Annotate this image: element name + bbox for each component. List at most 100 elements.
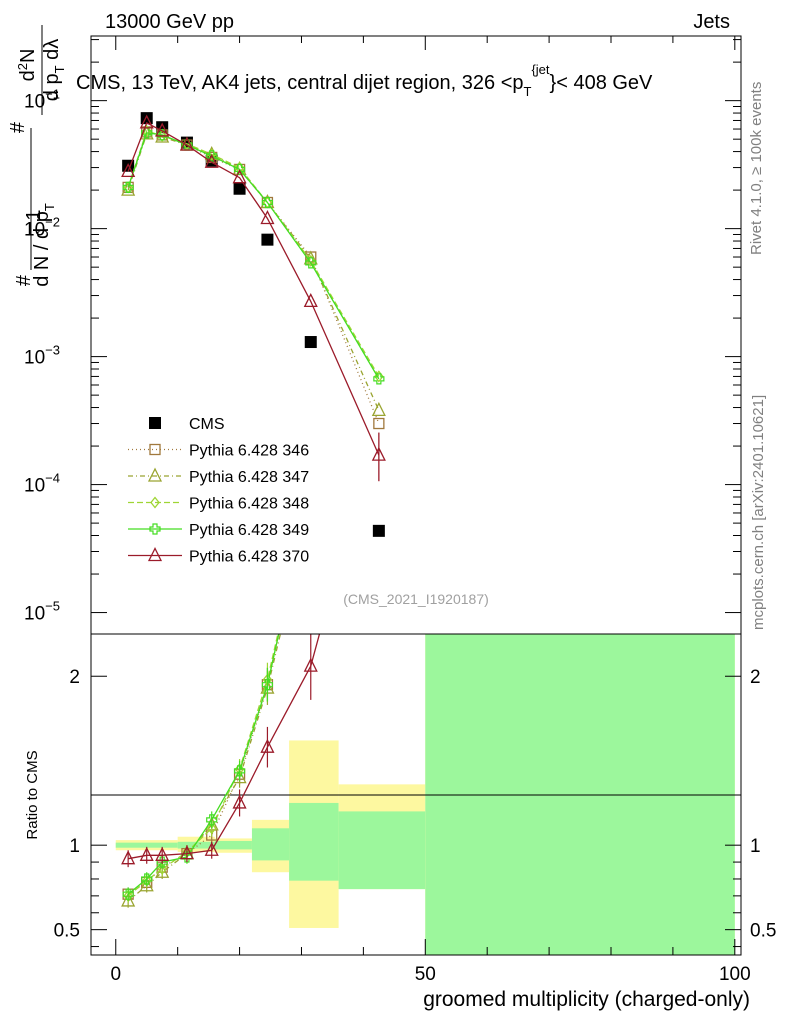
main-y-tick-label: 10−3: [24, 343, 60, 369]
legend-marker: [150, 496, 160, 509]
ratio-data-point: [179, 845, 195, 860]
main-y-tick-exp: −5: [45, 599, 60, 614]
svg-text:#: #: [13, 274, 35, 286]
main-data-point: [206, 148, 217, 161]
main-data-point: [304, 336, 317, 349]
ratio-band-inner: [177, 841, 215, 849]
svg-text:d2N: d2N: [15, 49, 39, 82]
main-data-point: [373, 417, 385, 430]
main-data-point: [234, 161, 245, 174]
ratio-clipped-area: [121, 634, 321, 908]
ratio-series: [121, 634, 321, 868]
main-y-axis: 10−110−210−310−410−5: [24, 36, 741, 625]
legend-marker: [147, 467, 163, 482]
ratio-data-point: [233, 765, 246, 777]
legend-entry: Pythia 6.428 346: [128, 443, 309, 460]
legend-entry: CMS: [149, 416, 225, 433]
legend-marker: [147, 547, 163, 562]
ratio-data-point: [206, 814, 218, 826]
main-data-point: [372, 524, 385, 537]
main-data-point: [371, 401, 386, 417]
main-y-axis-label: # 1 d N / d pT # d2N d pT dλ: [7, 25, 67, 287]
ratio-y-axis-label: Ratio to CMS: [24, 750, 41, 839]
ratio-data-point: [260, 738, 275, 753]
main-data-point: [260, 210, 275, 225]
legend-entry: Pythia 6.428 370: [128, 547, 309, 566]
main-data-point: [139, 114, 154, 129]
main-data-point: [261, 196, 274, 209]
ratio-plot-area: [121, 634, 321, 908]
main-y-tick-exp: −3: [45, 343, 60, 358]
ratio-band-inner: [338, 811, 426, 890]
legend-label: Pythia 6.428 348: [189, 496, 309, 513]
main-plot-area: [121, 112, 386, 537]
ratio-axes: 0.5 0.5 1 1 2 2 0 50 100: [54, 667, 777, 985]
ratio-band-inner: [214, 840, 252, 850]
ratio-data-point: [232, 794, 247, 809]
ratio-band-inner: [289, 802, 339, 881]
main-y-tick-base: 10: [24, 348, 45, 369]
main-data-point: [232, 169, 247, 184]
legend-entry: Pythia 6.428 348: [128, 496, 309, 513]
main-y-tick-label: 10−5: [24, 599, 60, 625]
main-data-point: [122, 181, 134, 193]
ratio-data-point: [181, 851, 193, 863]
main-y-tick-base: 10: [24, 604, 45, 625]
ratio-panel: 0.5 0.5 1 1 2 2 0 50 100 Ratio to CMS groomed mu…: [24, 633, 777, 1011]
legend-label: Pythia 6.428 347: [189, 469, 309, 486]
main-y-tick-label: 10−2: [24, 215, 60, 241]
x-tick-label: 100: [719, 964, 751, 985]
main-data-point: [373, 373, 385, 385]
main-y-tick-exp: −4: [45, 471, 60, 486]
svg-text:d pT dλ: d pT dλ: [41, 39, 67, 101]
legend: CMS Pythia 6.428 346 Pythia 6.428 347 Pythi…: [128, 416, 309, 566]
legend-entry: Pythia 6.428 349: [128, 522, 309, 539]
ratio-y-tick-label: 0.5: [54, 921, 80, 942]
ratio-data-point: [155, 846, 170, 861]
x-axis-label: groomed multiplicity (charged-only): [423, 988, 750, 1011]
ratio-y-tick-label-right: 1: [750, 836, 761, 857]
x-tick-label: 50: [415, 964, 436, 985]
main-data-point: [303, 292, 318, 308]
svg-text:#: #: [7, 121, 29, 133]
ratio-data-point: [303, 657, 318, 672]
main-y-tick-label: 10−1: [24, 87, 60, 113]
source-label: mcplots.cern.ch [arXiv:2401.10621]: [750, 395, 767, 630]
main-data-point: [141, 127, 153, 139]
ratio-band-inner: [251, 828, 290, 861]
main-data-point: [261, 233, 274, 246]
ratio-panel-frame: [90, 633, 742, 956]
header-left-label: 13000 GeV pp: [105, 11, 234, 33]
ratio-data-point: [121, 892, 136, 907]
legend-label: Pythia 6.428 370: [189, 549, 309, 566]
main-y-tick-base: 10: [24, 220, 45, 241]
legend-entry: Pythia 6.428 347: [128, 467, 309, 486]
main-y-tick-exp: −2: [45, 215, 60, 230]
main-series: [121, 114, 386, 482]
analysis-id: (CMS_2021_I1920187): [343, 591, 489, 607]
legend-label: CMS: [189, 416, 225, 433]
ratio-y-tick-label-right: 0.5: [750, 921, 776, 942]
legend-marker: [149, 443, 161, 456]
ratio-data-point: [206, 822, 217, 835]
main-data-point: [121, 162, 136, 178]
main-data-point: [371, 446, 386, 461]
ratio-band-inner: [115, 842, 178, 848]
main-data-point: [305, 257, 317, 269]
ratio-data-point: [141, 873, 153, 885]
ratio-y-tick-label: 2: [69, 667, 80, 688]
ratio-data-point: [139, 877, 154, 892]
legend-marker: [149, 523, 161, 535]
main-data-point: [155, 122, 170, 137]
ratio-y-tick-label: 1: [69, 836, 80, 857]
legend-label: Pythia 6.428 349: [189, 522, 309, 539]
ratio-data-point: [204, 841, 219, 856]
ratio-data-point: [157, 862, 168, 875]
legend-label: Pythia 6.428 346: [189, 443, 309, 460]
ratio-series: [122, 634, 280, 901]
svg-text:1: 1: [23, 209, 45, 220]
main-data-point: [206, 150, 218, 162]
ratio-data-point: [121, 850, 136, 865]
main-y-tick-base: 10: [24, 92, 45, 113]
rivet-version-label: Rivet 4.1.0, ≥ 100k events: [748, 82, 765, 255]
